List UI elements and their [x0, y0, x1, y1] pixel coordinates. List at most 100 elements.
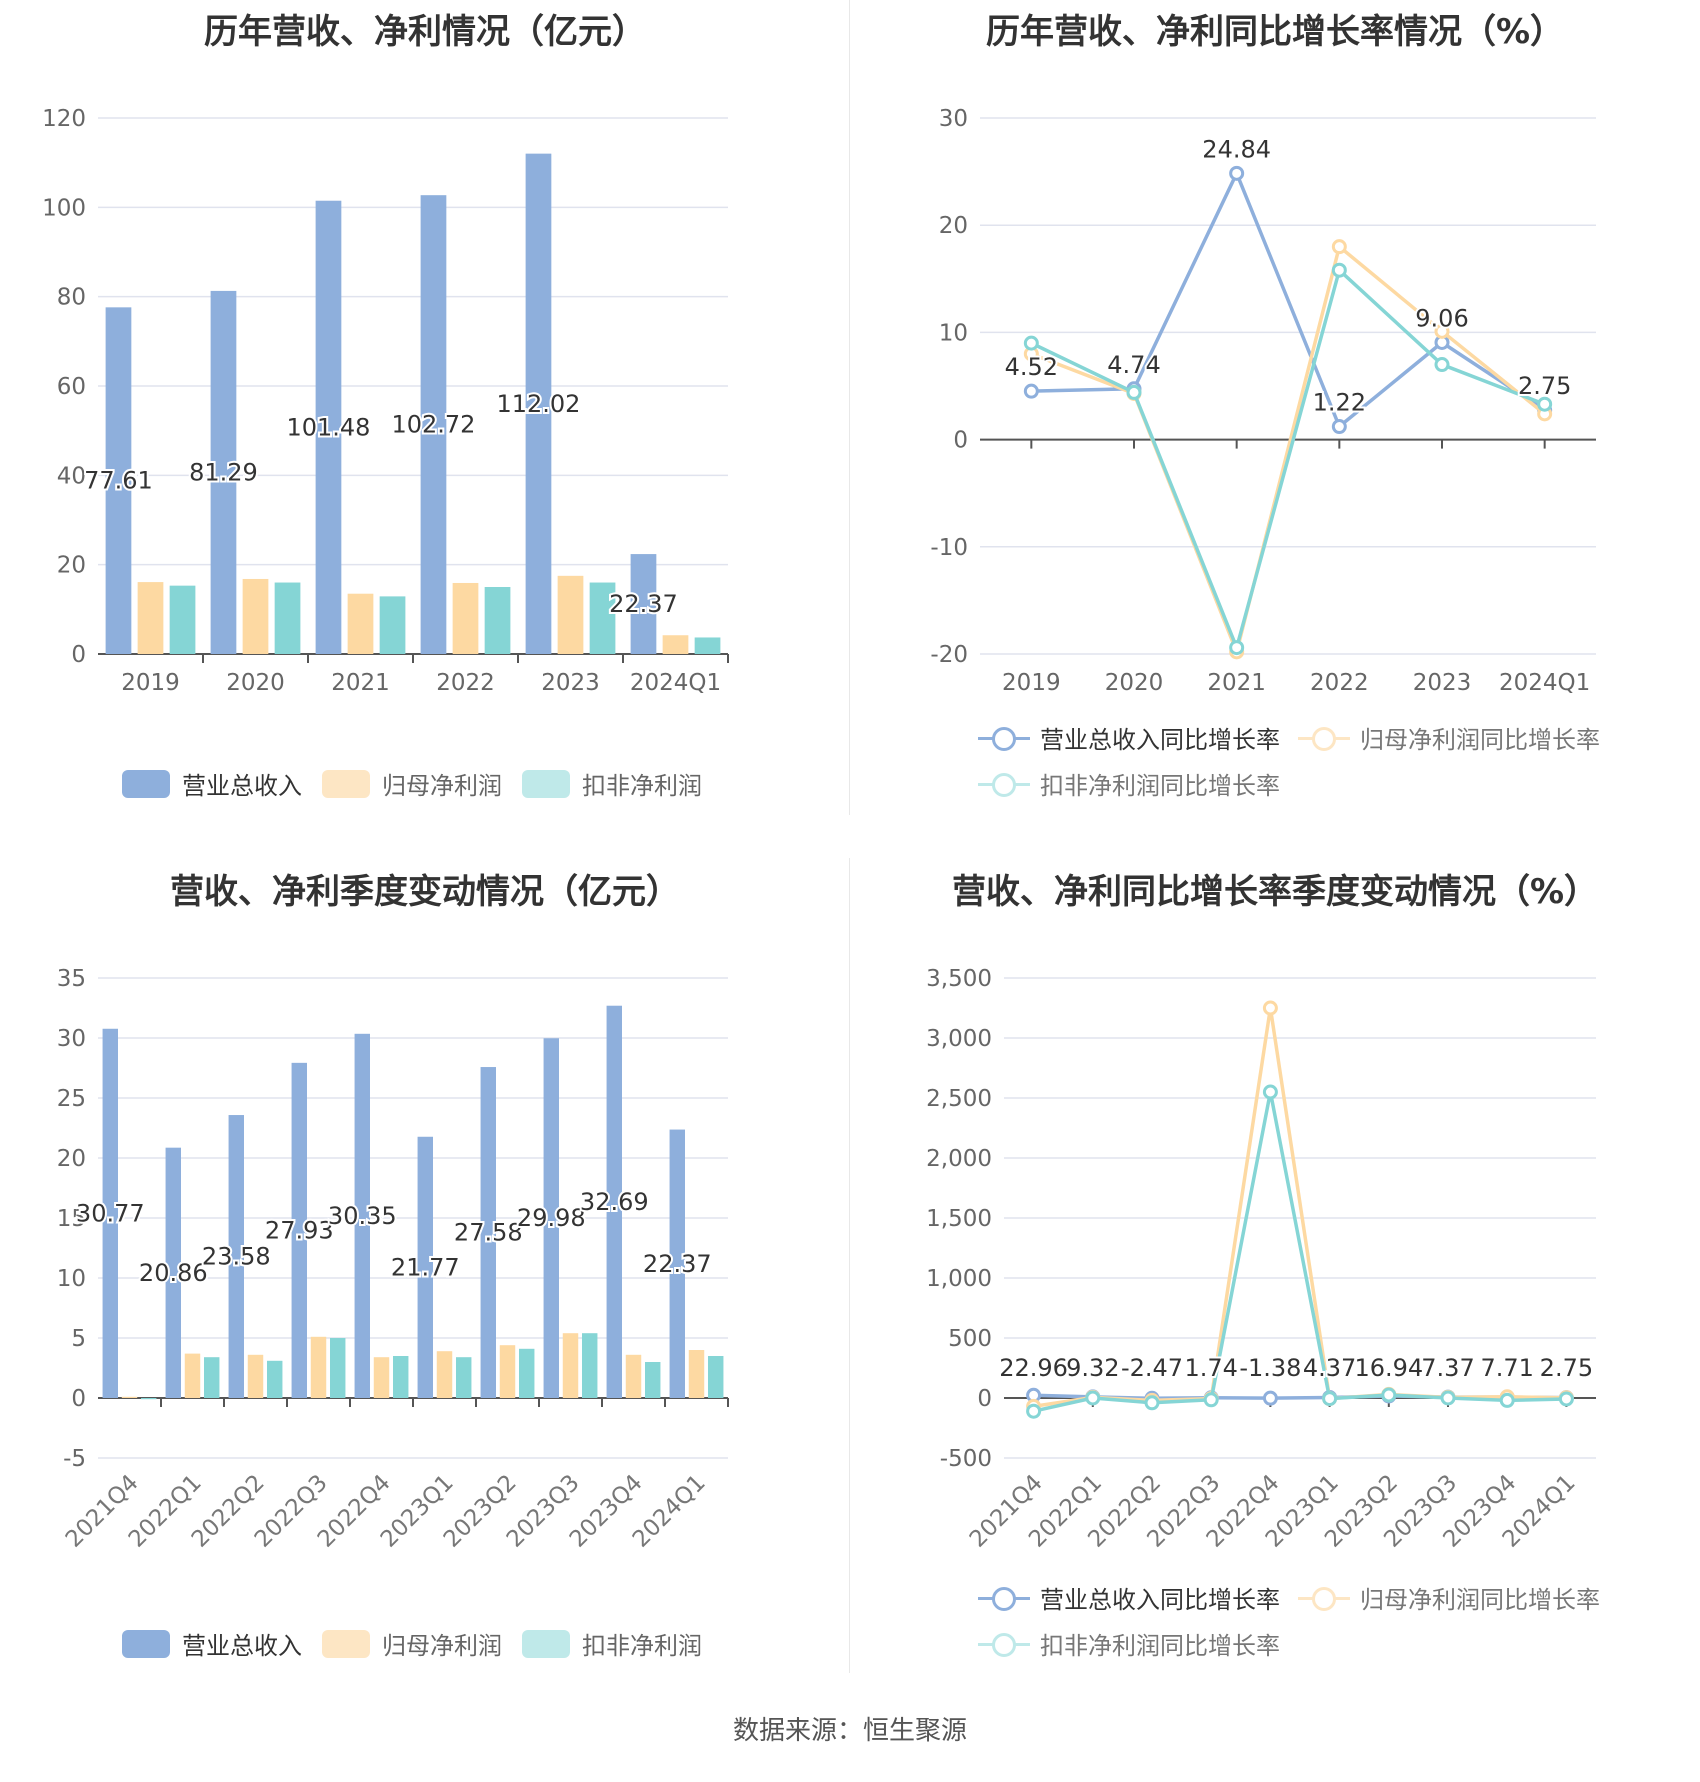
y-tick-label: -500 [940, 1446, 992, 1472]
data-label-revenue: 21.77 [391, 1253, 460, 1281]
y-tick-label: 2,000 [926, 1146, 992, 1172]
bar-revenue [315, 200, 342, 655]
point-deducted-profit [1023, 335, 1039, 351]
legend-swatch [322, 769, 370, 798]
bar-net-profit [452, 582, 479, 654]
legend-swatch [122, 769, 170, 798]
bar-revenue [606, 1005, 623, 1398]
bar-deducted-profit [274, 582, 301, 654]
bar-deducted-profit [329, 1338, 346, 1398]
data-label-revenue-growth: -1.38 [1239, 1354, 1301, 1382]
bar-deducted-profit [707, 1356, 724, 1398]
legend-item-net-profit[interactable]: 归母净利润 [322, 766, 502, 801]
point-deducted-profit [1499, 1392, 1515, 1408]
legend-swatch [1298, 1584, 1350, 1612]
legend-label: 营业总收入 [182, 1632, 302, 1660]
data-label-revenue: 102.72 [391, 411, 475, 439]
point-revenue [1023, 383, 1039, 399]
legend-item-net-profit[interactable]: 归母净利润 [322, 1626, 502, 1661]
data-label-revenue-growth: 1.74 [1184, 1354, 1237, 1382]
bar-net-profit [557, 575, 584, 654]
bar-revenue [630, 554, 657, 654]
point-revenue [1331, 419, 1347, 435]
bar-deducted-profit [644, 1362, 661, 1398]
bar-deducted-profit [379, 596, 406, 654]
bar-revenue [228, 1115, 245, 1398]
y-tick-label: -5 [63, 1446, 86, 1472]
legend-swatch [1298, 724, 1350, 752]
quarterly-growth-chart: 营收、净利同比增长率季度变动情况（%） -500 0 500 1,000 1,500 2,… [850, 860, 1700, 1720]
point-revenue [1262, 1390, 1278, 1406]
bar-revenue [420, 195, 447, 654]
bar-net-profit [242, 578, 269, 654]
legend-item-revenue-growth[interactable]: 营业总收入同比增长率 [978, 1580, 1280, 1615]
point-deducted-profit [1085, 1390, 1101, 1406]
data-label-revenue: 81.29 [189, 458, 258, 486]
bar-revenue [210, 290, 237, 654]
legend-swatch [978, 1584, 1030, 1612]
legend-item-net-profit-growth[interactable]: 归母净利润同比增长率 [1298, 720, 1600, 755]
legend-item-deducted-profit-growth[interactable]: 扣非净利润同比增长率 [978, 1626, 1280, 1661]
point-deducted-profit [1537, 396, 1553, 412]
legend-item-revenue[interactable]: 营业总收入 [122, 766, 302, 801]
legend-label: 扣非净利润 [582, 1632, 702, 1660]
legend-item-revenue[interactable]: 营业总收入 [122, 1626, 302, 1661]
data-label-revenue-growth: 2.75 [1518, 372, 1571, 400]
legend-label: 归母净利润 [382, 1632, 502, 1660]
legend-label: 归母净利润同比增长率 [1360, 726, 1600, 754]
point-deducted-profit [1331, 262, 1347, 278]
vertical-divider-top [849, 0, 850, 815]
point-deducted-profit [1126, 384, 1142, 400]
bar-revenue [165, 1147, 182, 1398]
bar-deducted-profit [392, 1356, 409, 1398]
y-tick-label: 1,500 [926, 1206, 992, 1232]
legend-item-deducted-profit[interactable]: 扣非净利润 [522, 1626, 702, 1661]
bar-revenue [291, 1062, 308, 1398]
point-deducted-profit [1026, 1403, 1042, 1419]
bar-net-profit [688, 1350, 705, 1398]
bar-deducted-profit [203, 1357, 220, 1398]
bar-revenue [543, 1038, 560, 1398]
y-tick-label: 3,500 [926, 966, 992, 992]
y-tick-label: 100 [42, 195, 86, 221]
bar-net-profit [137, 582, 164, 654]
y-tick-label: 20 [57, 553, 86, 579]
chart-title: 历年营收、净利情况（亿元） [204, 12, 646, 52]
legend-item-net-profit-growth[interactable]: 归母净利润同比增长率 [1298, 1580, 1600, 1615]
bar-net-profit [184, 1353, 201, 1398]
y-tick-label: -10 [930, 535, 968, 561]
x-tick-label: 2023 [1413, 670, 1472, 696]
bar-deducted-profit [589, 582, 616, 654]
x-tick-label: 2019 [121, 670, 180, 696]
bar-deducted-profit [455, 1357, 472, 1398]
annual-amounts-chart: 历年营收、净利情况（亿元） 0 20 40 60 80 100 120 2019 2020 202… [0, 0, 850, 860]
point-deducted-profit [1381, 1387, 1397, 1403]
data-label-revenue-growth: 4.37 [1303, 1354, 1356, 1382]
x-tick-label: 2021 [331, 670, 390, 696]
bar-deducted-profit [581, 1333, 598, 1398]
data-label-revenue: 27.58 [454, 1219, 523, 1247]
bar-net-profit [310, 1336, 327, 1398]
point-deducted-profit [1203, 1392, 1219, 1408]
line-deducted-profit [1033, 1090, 1567, 1413]
bar-revenue [417, 1136, 434, 1398]
line-net-profit [1033, 1006, 1567, 1409]
quarterly-growth-plot: -50005001,0001,5002,0002,5003,0003,50020… [926, 966, 1596, 1553]
bar-deducted-profit [266, 1360, 283, 1398]
point-deducted-profit [1440, 1390, 1456, 1406]
legend-item-revenue-growth[interactable]: 营业总收入同比增长率 [978, 720, 1280, 755]
y-tick-label: 0 [71, 642, 86, 668]
x-tick-label: 2019 [1002, 670, 1061, 696]
legend-item-deducted-profit-growth[interactable]: 扣非净利润同比增长率 [978, 766, 1280, 801]
annual-growth-plot: -20 -10 0 10 20 30 2019 2020 2021 2022 2023 2024Q1 4… [930, 106, 1596, 696]
data-label-revenue-growth: 4.52 [1005, 353, 1058, 381]
y-tick-label: 0 [953, 428, 968, 454]
bar-net-profit [436, 1351, 453, 1398]
data-label-revenue-growth: 16.94 [1354, 1354, 1423, 1382]
data-label-revenue-growth: 1.22 [1313, 389, 1366, 417]
bar-net-profit [121, 1396, 138, 1398]
x-tick-label: 2021 [1207, 670, 1266, 696]
legend-item-deducted-profit[interactable]: 扣非净利润 [522, 766, 702, 801]
x-tick-label: 2022 [436, 670, 495, 696]
bar-net-profit [499, 1345, 516, 1398]
